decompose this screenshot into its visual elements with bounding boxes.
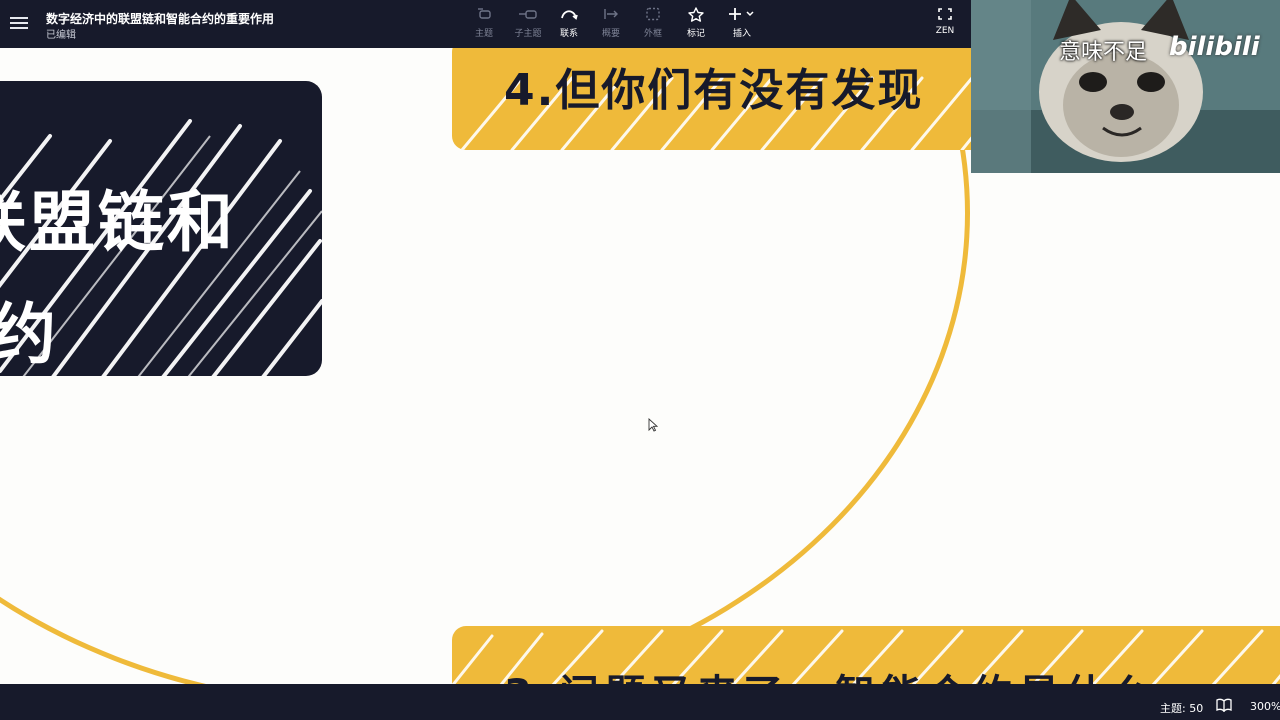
status-bar: 主题: 50 300% xyxy=(0,684,1280,720)
zen-mode-button[interactable]: ZEN xyxy=(928,7,962,36)
subtopic-node-3[interactable]: 3.问题又来了，智能合约是什么 xyxy=(452,626,1280,684)
hatch-pattern xyxy=(452,629,1280,684)
insert-label: 插入 xyxy=(732,29,751,39)
zoom-level[interactable]: 300% xyxy=(1250,700,1280,713)
topic-count: 主题: 50 xyxy=(1160,702,1204,715)
fullscreen-icon xyxy=(928,7,962,25)
outline-book-icon[interactable] xyxy=(1216,698,1232,712)
relationship-label: 联系 xyxy=(559,29,578,39)
subtopic-icon xyxy=(506,7,550,25)
video-caption: 意味不足 xyxy=(1059,40,1148,65)
central-topic-text-line2: 约 xyxy=(0,296,56,373)
boundary-icon xyxy=(631,7,675,25)
document-status: 已编辑 xyxy=(46,30,76,41)
marker-label: 标记 xyxy=(686,29,705,39)
subtopic-label: 子主题 xyxy=(514,29,542,39)
central-topic-text: 联盟链和 xyxy=(0,184,236,261)
webcam-video-overlay: 意味不足 bilibili xyxy=(971,0,1280,173)
insert-button[interactable]: 插入 xyxy=(720,7,764,39)
subtopic-button[interactable]: 子主题 xyxy=(506,7,550,39)
mindmap-canvas[interactable]: 联盟链和 约 4.但你们有没有发现 xyxy=(0,48,1280,684)
topic-icon xyxy=(462,7,506,25)
plus-icon xyxy=(720,7,764,25)
boundary-button[interactable]: 外框 xyxy=(631,7,675,39)
subtopic-node-4[interactable]: 4.但你们有没有发现 xyxy=(452,48,1012,150)
document-title: 数字经济中的联盟链和智能合约的重要作用 xyxy=(46,12,275,26)
summary-button[interactable]: 概要 xyxy=(589,7,633,39)
hamburger-menu-icon[interactable] xyxy=(10,14,28,34)
summary-icon xyxy=(589,7,633,25)
topic-button[interactable]: 主题 xyxy=(462,7,506,39)
hatch-pattern xyxy=(460,76,1012,150)
bilibili-logo: bilibili xyxy=(1169,32,1260,62)
central-topic-node[interactable]: 联盟链和 约 xyxy=(0,81,322,376)
hatch-pattern xyxy=(0,119,322,376)
subtopic-4-text: 4.但你们有没有发现 xyxy=(504,65,924,116)
marker-button[interactable]: 标记 xyxy=(674,7,718,39)
mouse-cursor-icon xyxy=(648,418,658,432)
boundary-label: 外框 xyxy=(643,29,662,39)
relationship-button[interactable]: 联系 xyxy=(547,7,591,39)
relationship-icon xyxy=(547,7,591,25)
red-panda-image xyxy=(971,0,1280,173)
subtopic-3-text: 3.问题又来了，智能合约是什么 xyxy=(504,662,1157,684)
zen-label: ZEN xyxy=(935,26,955,36)
summary-label: 概要 xyxy=(601,29,620,39)
star-icon xyxy=(674,7,718,25)
topic-label: 主题 xyxy=(474,29,493,39)
